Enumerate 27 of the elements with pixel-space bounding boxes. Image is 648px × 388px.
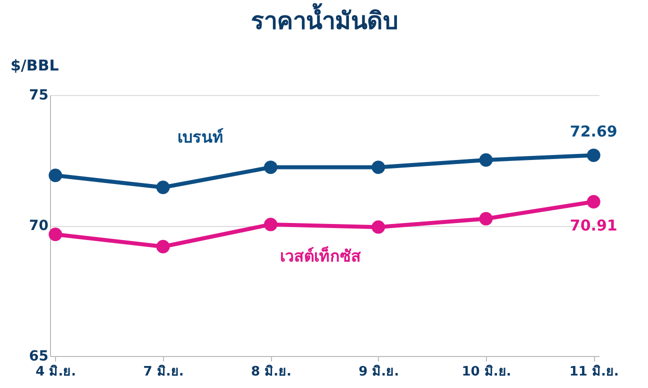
point — [372, 160, 386, 174]
point — [372, 220, 386, 234]
x-tick-label: 9 มิ.ย. — [358, 364, 400, 380]
series-label: เวสต์เท็กซัส — [280, 244, 362, 266]
x-tick-label: 10 มิ.ย. — [462, 364, 512, 380]
point — [479, 153, 493, 167]
point — [264, 160, 278, 174]
x-tick-label: 8 มิ.ย. — [250, 364, 292, 380]
point — [156, 240, 170, 254]
x-tick-label: 11 มิ.ย. — [569, 364, 619, 380]
point — [586, 195, 600, 208]
data-label: 70.91 — [570, 216, 618, 235]
y-axis-title: $/BBL — [10, 56, 60, 74]
x-tick-label: 4 มิ.ย. — [36, 364, 76, 380]
point — [479, 212, 493, 226]
y-tick-label: 65 — [29, 348, 48, 364]
x-tick-label: 7 มิ.ย. — [143, 364, 184, 380]
y-tick-label: 70 — [29, 218, 49, 234]
point — [156, 180, 170, 194]
point — [586, 148, 600, 162]
point — [48, 168, 62, 182]
chart-title: ราคาน้ำมันดิบ — [251, 2, 398, 35]
point — [48, 228, 62, 242]
y-tick-label: 75 — [29, 88, 48, 104]
series-label: เบรนท์ — [178, 127, 224, 146]
data-label: 72.69 — [570, 122, 618, 140]
point — [264, 218, 278, 232]
